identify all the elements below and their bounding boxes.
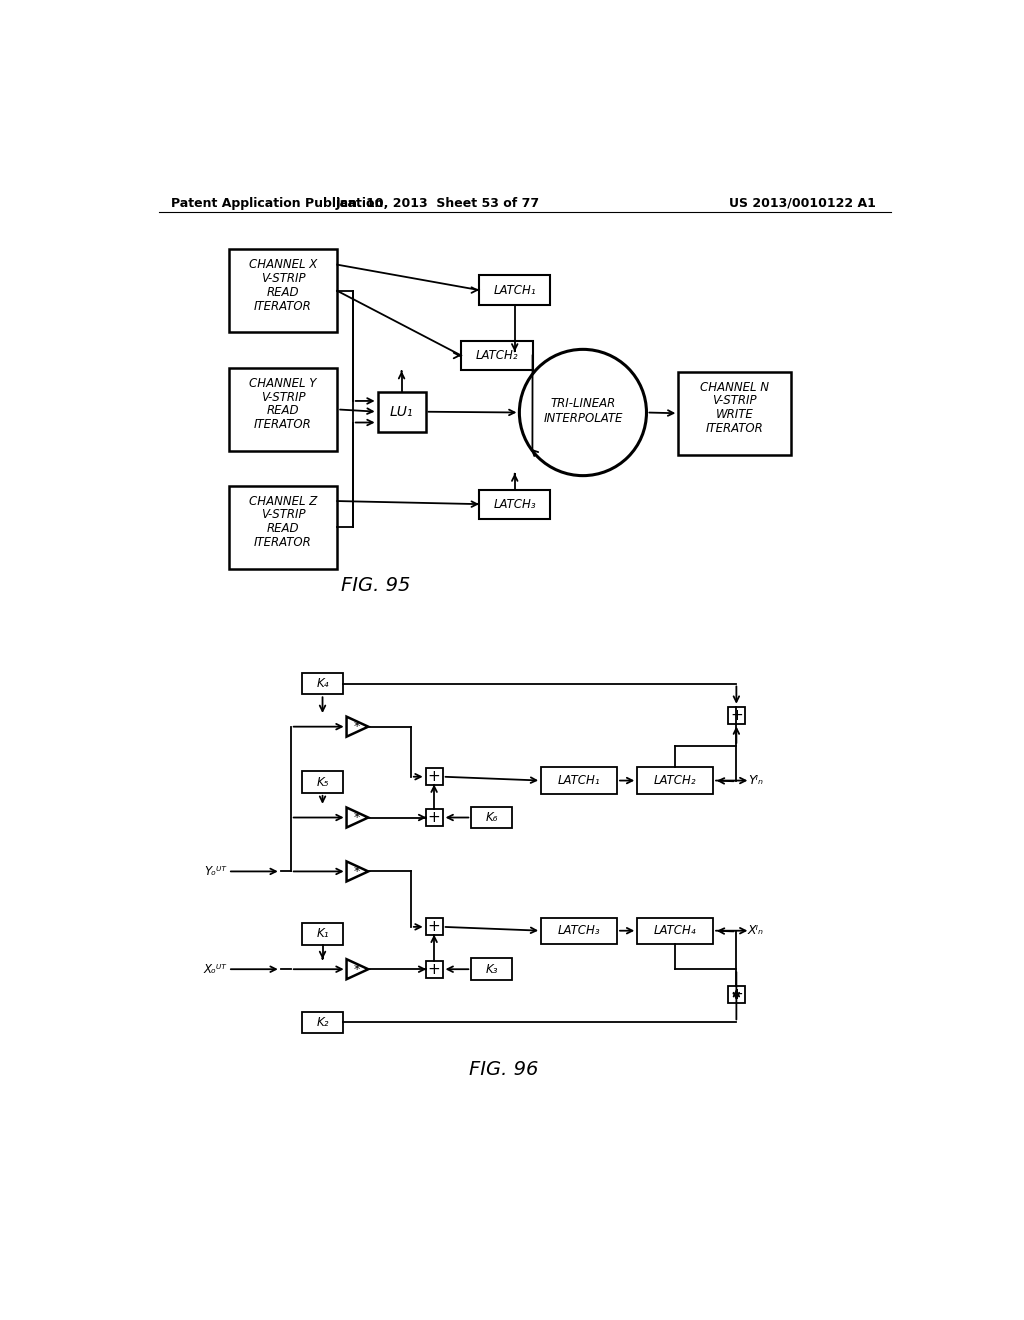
Text: CHANNEL Z: CHANNEL Z bbox=[249, 495, 317, 508]
Text: ITERATOR: ITERATOR bbox=[254, 418, 312, 432]
FancyBboxPatch shape bbox=[471, 807, 512, 829]
Text: K₆: K₆ bbox=[485, 810, 498, 824]
Text: Xₒᵁᵀ: Xₒᵁᵀ bbox=[204, 962, 226, 975]
FancyBboxPatch shape bbox=[479, 276, 550, 305]
FancyBboxPatch shape bbox=[637, 917, 713, 944]
Text: ITERATOR: ITERATOR bbox=[706, 422, 763, 436]
Text: +: + bbox=[730, 987, 742, 1002]
Text: K₂: K₂ bbox=[316, 1016, 329, 1028]
Text: LATCH₁: LATCH₁ bbox=[558, 774, 600, 787]
Text: READ: READ bbox=[266, 286, 299, 298]
Text: LATCH₄: LATCH₄ bbox=[654, 924, 696, 937]
Polygon shape bbox=[346, 862, 369, 882]
Text: +: + bbox=[428, 919, 440, 935]
Text: V-STRIP: V-STRIP bbox=[261, 391, 305, 404]
Text: *: * bbox=[353, 721, 359, 733]
Text: FIG. 96: FIG. 96 bbox=[469, 1060, 539, 1078]
Text: Yₒᵁᵀ: Yₒᵁᵀ bbox=[205, 865, 226, 878]
Text: +: + bbox=[730, 708, 742, 722]
Text: *: * bbox=[353, 810, 359, 824]
Ellipse shape bbox=[519, 350, 646, 475]
Polygon shape bbox=[346, 717, 369, 737]
FancyBboxPatch shape bbox=[637, 767, 713, 793]
Text: LU₁: LU₁ bbox=[390, 405, 414, 418]
Text: LATCH₂: LATCH₂ bbox=[475, 348, 518, 362]
FancyBboxPatch shape bbox=[228, 249, 337, 333]
FancyBboxPatch shape bbox=[461, 341, 532, 370]
Text: +: + bbox=[428, 962, 440, 977]
Text: Xᴵₙ: Xᴵₙ bbox=[748, 924, 764, 937]
FancyBboxPatch shape bbox=[471, 958, 512, 979]
Text: READ: READ bbox=[266, 523, 299, 536]
Text: V-STRIP: V-STRIP bbox=[261, 508, 305, 521]
FancyBboxPatch shape bbox=[426, 809, 442, 826]
Text: LATCH₂: LATCH₂ bbox=[654, 774, 696, 787]
FancyBboxPatch shape bbox=[541, 767, 617, 793]
Text: LATCH₃: LATCH₃ bbox=[558, 924, 600, 937]
Polygon shape bbox=[346, 960, 369, 979]
Text: ITERATOR: ITERATOR bbox=[254, 300, 312, 313]
Text: +: + bbox=[428, 770, 440, 784]
Text: *: * bbox=[353, 962, 359, 975]
FancyBboxPatch shape bbox=[426, 961, 442, 978]
Text: INTERPOLATE: INTERPOLATE bbox=[544, 412, 623, 425]
FancyBboxPatch shape bbox=[302, 771, 343, 793]
Text: LATCH₁: LATCH₁ bbox=[494, 284, 536, 297]
Text: READ: READ bbox=[266, 404, 299, 417]
FancyBboxPatch shape bbox=[541, 917, 617, 944]
FancyBboxPatch shape bbox=[228, 486, 337, 569]
FancyBboxPatch shape bbox=[728, 986, 744, 1003]
FancyBboxPatch shape bbox=[426, 919, 442, 936]
FancyBboxPatch shape bbox=[302, 673, 343, 694]
Text: CHANNEL Y: CHANNEL Y bbox=[249, 376, 316, 389]
Text: CHANNEL X: CHANNEL X bbox=[249, 259, 317, 271]
Text: Patent Application Publication: Patent Application Publication bbox=[171, 197, 383, 210]
Text: LATCH₃: LATCH₃ bbox=[494, 498, 536, 511]
Text: +: + bbox=[428, 810, 440, 825]
Text: Yᴵₙ: Yᴵₙ bbox=[749, 774, 763, 787]
Text: *: * bbox=[353, 865, 359, 878]
FancyBboxPatch shape bbox=[426, 768, 442, 785]
Text: Jan. 10, 2013  Sheet 53 of 77: Jan. 10, 2013 Sheet 53 of 77 bbox=[336, 197, 540, 210]
FancyBboxPatch shape bbox=[678, 372, 791, 455]
Text: V-STRIP: V-STRIP bbox=[261, 272, 305, 285]
Text: ITERATOR: ITERATOR bbox=[254, 536, 312, 549]
Polygon shape bbox=[346, 808, 369, 828]
Text: K₃: K₃ bbox=[485, 962, 498, 975]
FancyBboxPatch shape bbox=[302, 1011, 343, 1034]
Text: TRI-LINEAR: TRI-LINEAR bbox=[550, 397, 615, 409]
FancyBboxPatch shape bbox=[479, 490, 550, 519]
FancyBboxPatch shape bbox=[302, 923, 343, 945]
FancyBboxPatch shape bbox=[228, 368, 337, 451]
Text: V-STRIP: V-STRIP bbox=[712, 395, 757, 408]
FancyBboxPatch shape bbox=[728, 706, 744, 723]
Text: K₅: K₅ bbox=[316, 776, 329, 788]
Text: WRITE: WRITE bbox=[716, 408, 754, 421]
Text: K₄: K₄ bbox=[316, 677, 329, 690]
FancyBboxPatch shape bbox=[378, 392, 426, 432]
Text: CHANNEL N: CHANNEL N bbox=[700, 380, 769, 393]
Text: US 2013/0010122 A1: US 2013/0010122 A1 bbox=[729, 197, 876, 210]
Text: K₁: K₁ bbox=[316, 927, 329, 940]
Text: FIG. 95: FIG. 95 bbox=[341, 577, 411, 595]
